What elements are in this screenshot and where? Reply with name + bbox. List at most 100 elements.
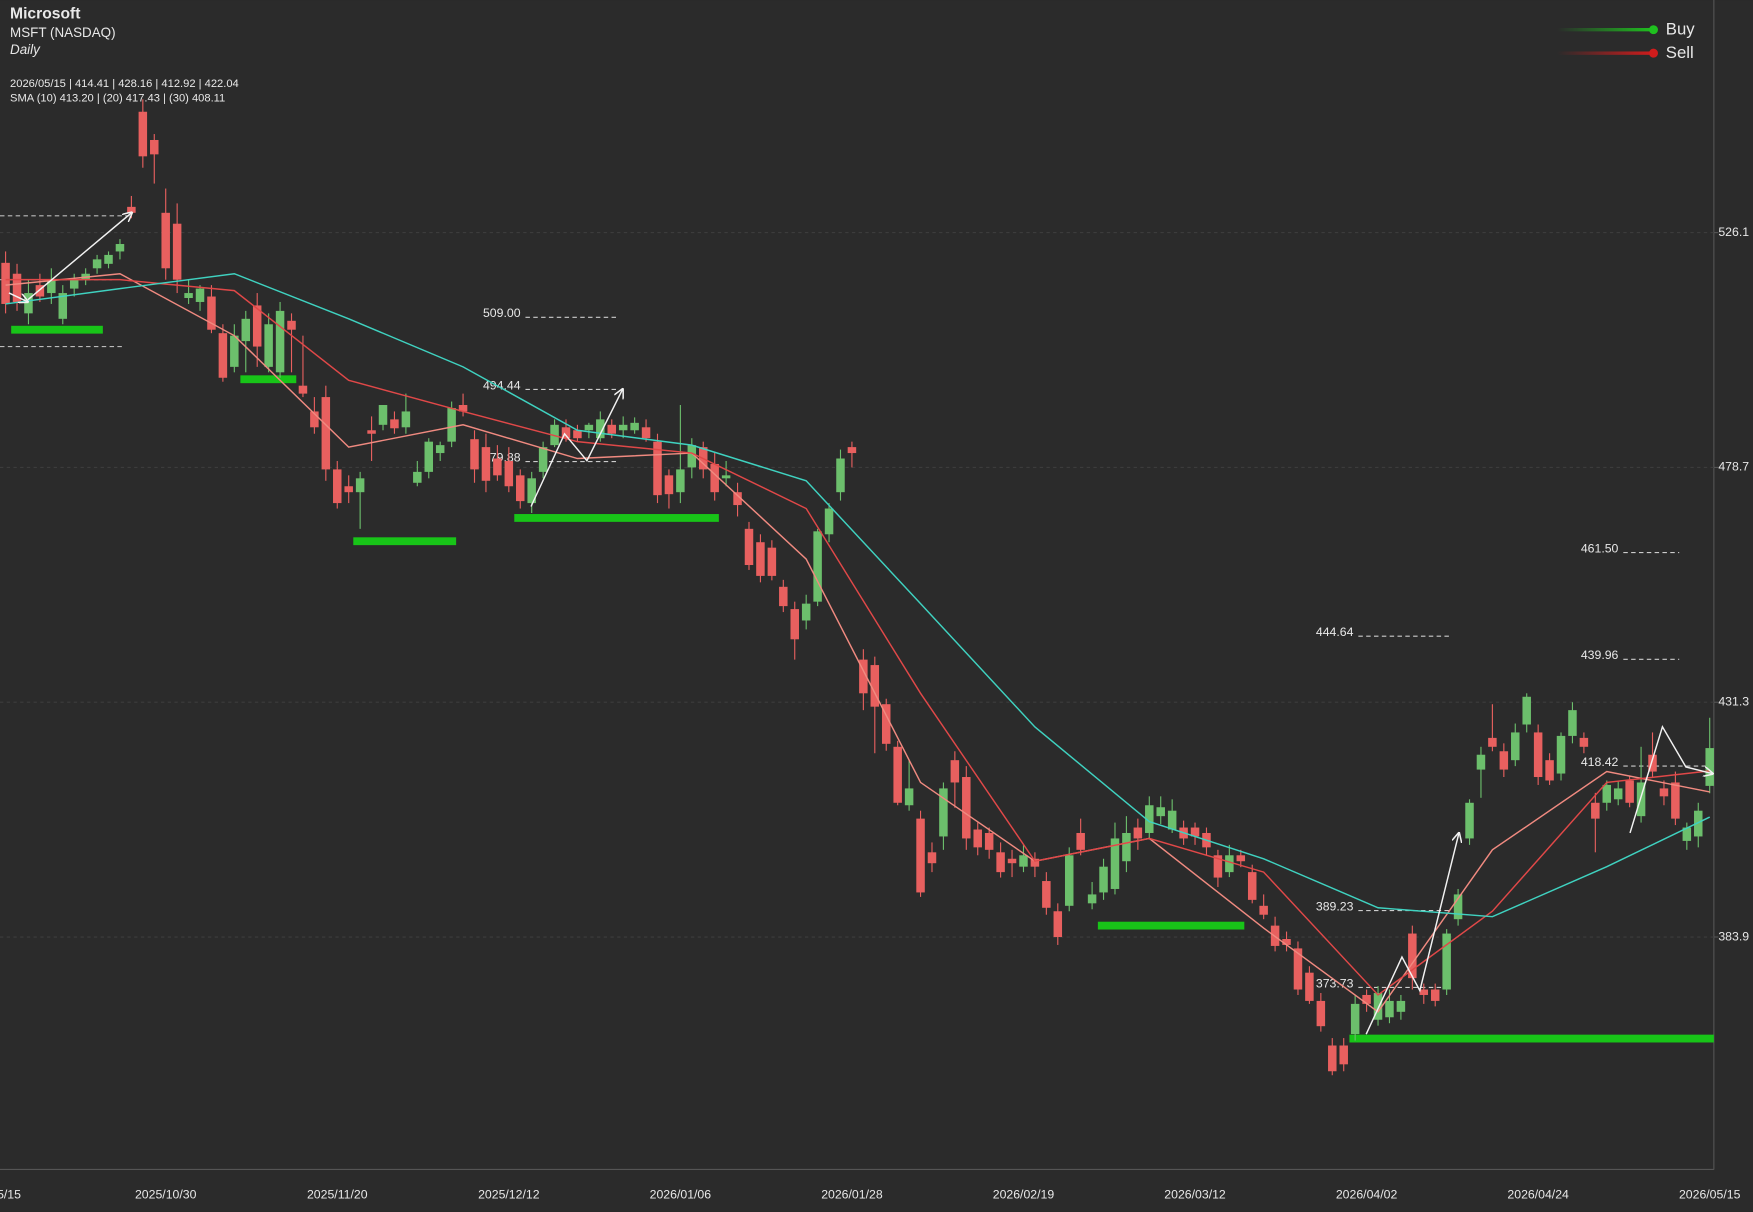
- support-zone: [240, 375, 297, 384]
- sma-line: [5, 272, 1711, 918]
- candle-body: [607, 424, 616, 434]
- candle-body: [298, 385, 308, 394]
- candle-body: [1339, 1045, 1348, 1065]
- candle-body: [1042, 881, 1051, 908]
- legend-swatch: [1557, 28, 1654, 32]
- candle-body: [1373, 992, 1383, 1020]
- candle-body: [1019, 855, 1028, 867]
- y-tick-label: 383.9: [1718, 929, 1749, 943]
- level-label: 494.44: [483, 378, 521, 392]
- candle-body: [424, 441, 434, 472]
- candle-body: [493, 458, 502, 476]
- candle-body: [1625, 780, 1634, 803]
- candle-body: [1247, 872, 1257, 900]
- candle-body: [1259, 905, 1268, 915]
- legend-dot: [1649, 48, 1658, 58]
- candle-body: [1385, 1000, 1394, 1018]
- candle-body: [150, 139, 159, 155]
- candle-body: [687, 445, 697, 468]
- candle-body: [1099, 866, 1108, 893]
- candle-body: [355, 478, 365, 493]
- candle-body: [1305, 972, 1314, 1001]
- candle-body: [1556, 735, 1566, 774]
- candle-body: [824, 508, 834, 535]
- x-tick-label: 2025/11/20: [307, 1187, 368, 1201]
- candle-body: [127, 206, 136, 213]
- candle-body: [241, 318, 251, 342]
- legend-swatch: [1557, 51, 1654, 55]
- x-tick-label: 2026/02/19: [993, 1187, 1055, 1201]
- candle-body: [1488, 737, 1497, 747]
- candle-body: [1522, 696, 1531, 725]
- candle-body: [859, 659, 868, 694]
- candle-body: [904, 788, 914, 806]
- candle-body: [1350, 1003, 1360, 1035]
- candle-body: [504, 460, 514, 487]
- candle-body: [161, 212, 170, 269]
- candle-body: [92, 259, 102, 269]
- candle-body: [756, 542, 765, 576]
- y-tick-label: 431.3: [1718, 694, 1749, 708]
- candle-body: [1293, 948, 1303, 990]
- candle-body: [1213, 855, 1223, 878]
- arrow: [1365, 833, 1459, 1035]
- candle-body: [1167, 810, 1177, 830]
- candle-body: [847, 447, 857, 454]
- candle-body: [870, 665, 880, 707]
- candle-body: [573, 430, 582, 439]
- candle-body: [195, 288, 205, 302]
- candle-body: [1007, 858, 1017, 864]
- candle-body: [1362, 994, 1371, 1004]
- x-tick-label: 2026/04/02: [1336, 1187, 1398, 1201]
- x-tick-label: 2026/05/15: [1679, 1187, 1741, 1201]
- title: Microsoft: [10, 6, 81, 23]
- candle-body: [1613, 788, 1623, 800]
- candle-body: [333, 469, 342, 504]
- candle-body: [458, 405, 468, 412]
- candle-body: [801, 603, 811, 621]
- candle-body: [115, 244, 125, 252]
- x-tick-label: 05/15: [0, 1187, 21, 1201]
- candle-body: [1648, 754, 1657, 772]
- candle-body: [413, 471, 422, 483]
- candle-body: [710, 463, 719, 493]
- support-zone: [1097, 921, 1245, 930]
- sma-info: SMA (10) 413.20 | (20) 417.43 | (30) 408…: [10, 92, 225, 104]
- candle-body: [1442, 933, 1451, 990]
- candle-body: [1545, 760, 1554, 781]
- candle-body: [1430, 989, 1440, 1001]
- candle-body: [218, 333, 228, 378]
- candle-body: [721, 475, 731, 479]
- candle-body: [12, 273, 22, 302]
- candle-body: [527, 478, 536, 504]
- candle-body: [836, 458, 845, 493]
- candle-body: [962, 777, 971, 839]
- support-zone: [514, 514, 719, 522]
- candle-body: [310, 411, 319, 428]
- sma-line: [5, 278, 1710, 996]
- candle-body: [1236, 855, 1246, 862]
- candle-body: [1328, 1045, 1337, 1072]
- candle-body: [916, 818, 925, 893]
- x-tick-label: 2026/04/24: [1507, 1187, 1569, 1201]
- level-label: 509.00: [483, 306, 521, 320]
- candle-body: [1076, 832, 1085, 850]
- candle-body: [538, 447, 548, 472]
- candle-body: [653, 441, 662, 496]
- candle-body: [1694, 810, 1703, 837]
- candle-body: [1682, 827, 1692, 841]
- candle-body: [447, 407, 456, 442]
- candle-body: [596, 419, 605, 439]
- candle-body: [1110, 838, 1120, 889]
- candle-body: [996, 852, 1005, 873]
- candle-body: [138, 111, 148, 157]
- candle-body: [733, 492, 742, 506]
- candle-body: [1659, 788, 1669, 797]
- candle-body: [69, 279, 79, 289]
- candle-body: [630, 422, 639, 431]
- candle-body: [1636, 782, 1646, 817]
- legend-dot: [1649, 25, 1658, 35]
- arrow: [8, 292, 28, 302]
- candle-body: [1453, 894, 1463, 920]
